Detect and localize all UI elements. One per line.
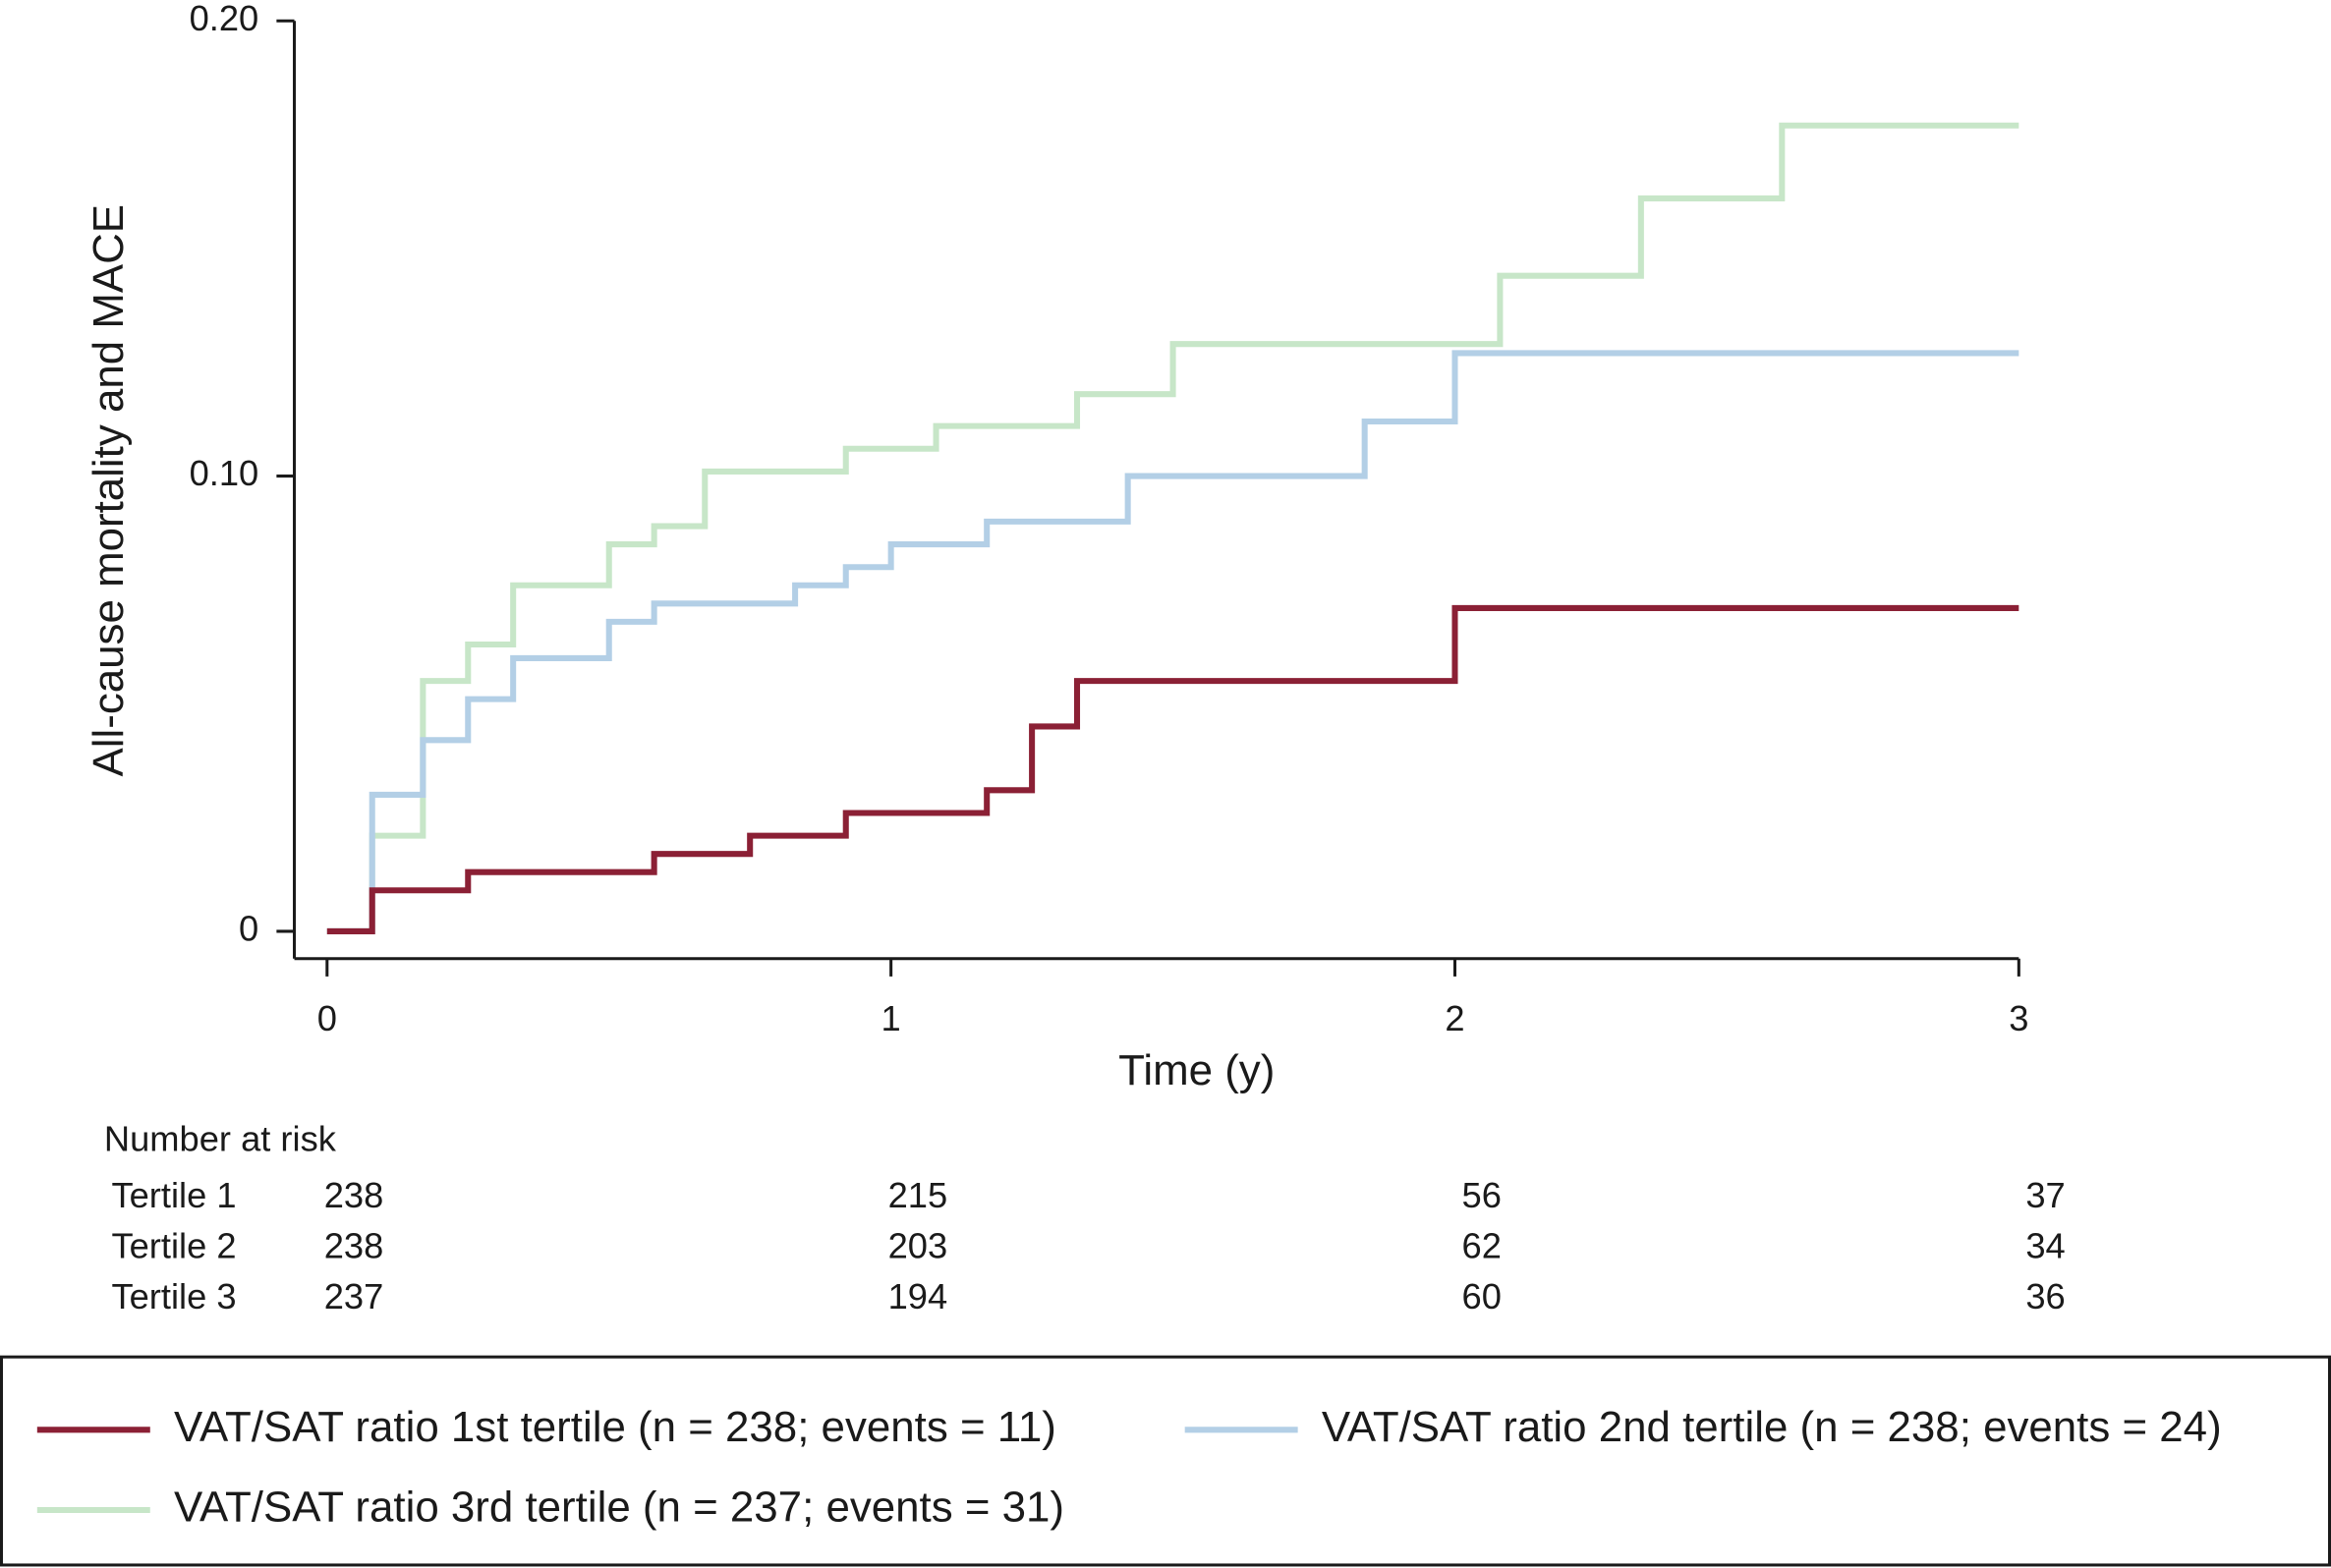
x-tick-label: 3 (2009, 998, 2028, 1038)
x-tick-label: 0 (317, 998, 337, 1038)
legend-label: VAT/SAT ratio 2nd tertile (n = 238; even… (1322, 1403, 2222, 1451)
legend-box (0, 1355, 2331, 1567)
risk-value: 56 (1462, 1175, 1502, 1215)
risk-row-label: Tertile 2 (111, 1225, 236, 1265)
x-tick-label: 2 (1445, 998, 1464, 1038)
series-line (326, 350, 2019, 934)
legend-label: VAT/SAT ratio 3rd tertile (n = 237; even… (174, 1484, 1064, 1532)
risk-value: 238 (324, 1225, 384, 1265)
risk-row-label: Tertile 3 (111, 1276, 236, 1316)
y-tick-label: 0.10 (190, 453, 259, 493)
risk-value: 203 (888, 1225, 948, 1265)
x-axis-label: Time (y) (1118, 1046, 1275, 1094)
x-tick-label: 1 (881, 998, 901, 1038)
risk-row-label: Tertile 1 (111, 1175, 236, 1215)
risk-value: 237 (324, 1276, 384, 1316)
risk-value: 238 (324, 1175, 384, 1215)
risk-value: 36 (2025, 1276, 2065, 1316)
risk-value: 215 (888, 1175, 948, 1215)
risk-value: 194 (888, 1276, 948, 1316)
risk-value: 37 (2025, 1175, 2065, 1215)
risk-value: 62 (1462, 1225, 1502, 1265)
series-line (326, 604, 2019, 934)
series-line (326, 122, 2019, 934)
risk-value: 34 (2025, 1225, 2065, 1265)
y-tick-label: 0 (239, 909, 258, 949)
risk-table-title: Number at risk (104, 1118, 337, 1158)
y-tick-label: 0.20 (190, 0, 259, 38)
y-axis-label: All-cause mortality and MACE (85, 204, 133, 777)
legend-label: VAT/SAT ratio 1st tertile (n = 238; even… (174, 1403, 1056, 1451)
risk-value: 60 (1462, 1276, 1502, 1316)
